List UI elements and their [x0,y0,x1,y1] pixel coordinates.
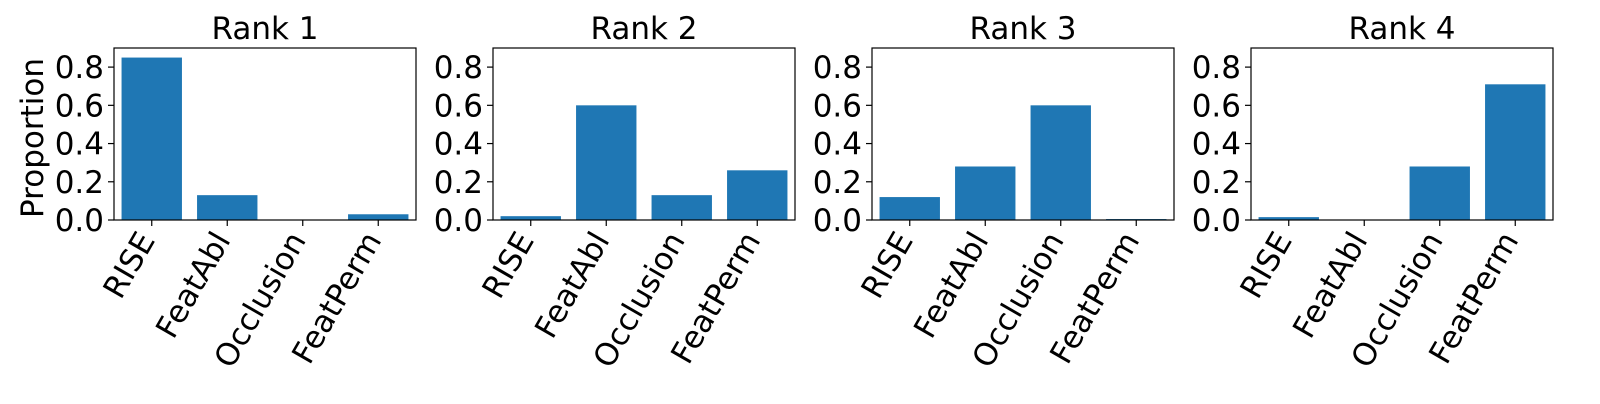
x-tick-label-3-rise: RISE [855,226,921,305]
plot-frame-2 [492,47,796,221]
y-tick-label-4-4: 0.8 [1192,50,1241,86]
y-tick-label-1-4: 0.8 [55,50,104,86]
y-axis-label: Proportion [15,58,51,218]
y-tick-label-2-2: 0.4 [434,127,483,163]
y-tick-label-4-2: 0.4 [1192,127,1241,163]
y-tick-label-1-3: 0.6 [55,88,104,124]
chart-title-3: Rank 3 [969,11,1076,47]
x-tick-label-2-rise: RISE [476,226,542,305]
y-tick-label-1-1: 0.2 [55,165,104,201]
y-tick-label-2-4: 0.8 [434,50,483,86]
bar-2-occlusion [651,195,712,220]
y-tick-label-4-1: 0.2 [1192,165,1241,201]
bar-4-rise [1258,217,1319,220]
bar-3-rise [879,197,940,220]
x-tick-label-4-rise: RISE [1234,226,1300,305]
y-tick-label-3-2: 0.4 [813,127,862,163]
bar-4-occlusion [1409,166,1470,220]
y-tick-label-4-3: 0.6 [1192,88,1241,124]
plot-frame-3 [871,47,1175,221]
y-tick-label-2-3: 0.6 [434,88,483,124]
chart-title-4: Rank 4 [1348,11,1455,47]
plot-frame-4 [1250,47,1554,221]
bar-4-featperm [1485,84,1546,220]
y-tick-label-3-3: 0.6 [813,88,862,124]
chart-title-2: Rank 2 [590,11,697,47]
y-tick-label-3-0: 0.0 [813,203,862,239]
y-tick-label-1-0: 0.0 [55,203,104,239]
bar-1-featperm [348,214,409,220]
bar-1-featabl [197,195,258,220]
bar-1-rise [121,57,182,221]
plot-frame-1 [113,47,417,221]
y-tick-label-2-1: 0.2 [434,165,483,201]
y-tick-label-3-4: 0.8 [813,50,862,86]
chart-title-1: Rank 1 [211,11,318,47]
bar-2-rise [500,216,561,220]
y-tick-label-4-0: 0.0 [1192,203,1241,239]
bar-2-featabl [576,105,637,220]
bar-2-featperm [727,170,788,220]
bar-3-featabl [955,166,1016,220]
y-tick-label-1-2: 0.4 [55,127,104,163]
x-tick-label-1-rise: RISE [97,226,163,305]
y-tick-label-2-0: 0.0 [434,203,483,239]
bar-3-occlusion [1030,105,1091,220]
y-tick-label-3-1: 0.2 [813,165,862,201]
